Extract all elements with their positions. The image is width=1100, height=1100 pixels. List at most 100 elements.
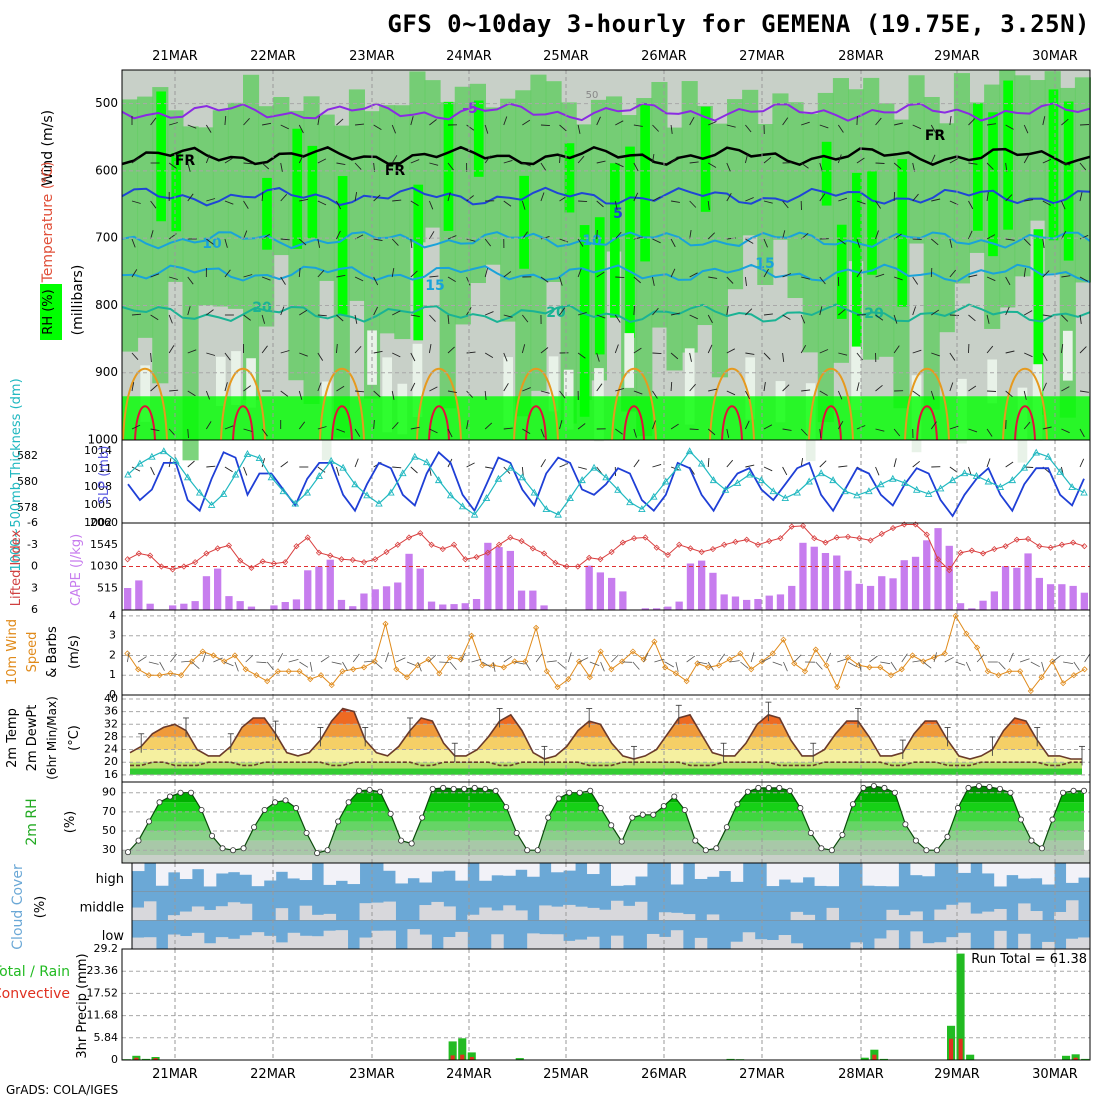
wind-barb-10m [912, 660, 923, 663]
lifted-index-point [1013, 536, 1020, 543]
rh-band [1014, 75, 1031, 277]
temp-tick: 28 [104, 730, 118, 743]
thickness-point [219, 489, 228, 497]
wind-barb [633, 459, 640, 468]
wind-barb-10m [847, 661, 857, 668]
cloud-cell [407, 929, 420, 949]
cape-bar [945, 545, 953, 610]
rh-point [314, 850, 321, 857]
cloud-axis-label: Cloud Cover [10, 864, 26, 950]
wind-speed-point [242, 666, 249, 673]
cloud-cell [898, 915, 911, 921]
wind-speed-point [769, 650, 776, 657]
wind-barb [1005, 194, 1013, 202]
thickness-point [351, 480, 359, 488]
thickness-point [124, 470, 132, 478]
wind-barb [800, 162, 809, 169]
wind-barb [280, 276, 286, 285]
cape-contour-high [331, 405, 353, 441]
wind-barb [745, 124, 752, 133]
wind-barb [559, 124, 567, 132]
wind-barb [986, 162, 994, 170]
wind-barb [875, 466, 880, 476]
wind-speed-point [371, 658, 378, 665]
isotherm--5 [121, 102, 1091, 122]
rh-point [240, 845, 247, 852]
rh-band-high [973, 103, 983, 231]
precip-tick: 11.68 [87, 1009, 119, 1022]
lifted-index-point [754, 541, 762, 548]
wind-barb [224, 425, 234, 430]
wind-barb [410, 159, 420, 164]
wind-barb [819, 193, 826, 202]
wind-barb [224, 352, 231, 361]
thickness-point [207, 501, 216, 508]
wind-barb [763, 268, 769, 278]
wind-barb [299, 198, 309, 202]
cloud-cell [587, 907, 600, 921]
wind-barb [410, 426, 420, 430]
wind-speed-point [877, 664, 884, 671]
wind-barb-10m [1019, 658, 1030, 663]
wind-barb [615, 428, 623, 435]
wind-barb [577, 268, 582, 278]
cloud-cell [1030, 863, 1043, 879]
cloud-cell [646, 933, 660, 949]
wind-speed-point [393, 666, 400, 673]
cape-contour [904, 367, 950, 441]
lifted-index-point [237, 557, 244, 564]
wind-barb [336, 200, 341, 210]
wind-barb [429, 275, 439, 278]
wind-barb [298, 267, 301, 278]
isotherm-label: 15 [755, 256, 774, 272]
lifted-index-point [327, 552, 334, 559]
thickness-point [339, 463, 347, 471]
wind-barb [1005, 390, 1013, 398]
wind-barb [633, 162, 639, 172]
rh-band [727, 99, 744, 290]
wind-barb-10m [600, 661, 605, 672]
wind-barb [392, 199, 402, 202]
cloud-cell [539, 905, 552, 921]
thickness-point [602, 473, 610, 481]
wind-barb [837, 124, 844, 133]
wind-barb [875, 162, 885, 164]
cloud-cell [287, 863, 301, 879]
rh-point [965, 784, 972, 791]
wind-speed-point [1060, 680, 1067, 687]
cloud-cell [634, 901, 648, 921]
rh-point [356, 787, 363, 794]
wind-barb [707, 314, 713, 324]
wind-barb [187, 349, 197, 354]
wind-barb [763, 200, 773, 204]
wind-barb [652, 352, 662, 355]
wind-barb [689, 272, 698, 278]
rh-point [650, 811, 657, 818]
cloud-cell [563, 863, 576, 871]
precip-convective-bar [469, 1057, 474, 1060]
wind-barb [299, 309, 308, 316]
wind-barb [986, 192, 989, 202]
cape-contour-high [721, 405, 743, 441]
wind-barb [615, 276, 625, 279]
li-tick: -6 [27, 516, 38, 529]
wind-speed-point [887, 672, 895, 679]
rh-band [772, 93, 789, 240]
cloud-cell [563, 940, 576, 949]
rh-point [807, 829, 814, 836]
rh-band-high [821, 141, 832, 206]
temp-band [130, 768, 1082, 775]
wind-barb [670, 423, 679, 430]
wind-barb [168, 345, 175, 354]
wind-barb-10m [471, 658, 482, 663]
cape-bar [191, 601, 199, 610]
wind-speed-point [274, 668, 282, 675]
date-label-bottom: 22MAR [250, 1067, 296, 1082]
slp-line [127, 450, 1085, 518]
wind-barb [410, 314, 420, 318]
rh-band [485, 107, 502, 265]
wind-barb [689, 383, 696, 392]
rh-band [923, 96, 940, 410]
wind-barb [410, 238, 413, 249]
rh-band-low [503, 357, 514, 427]
